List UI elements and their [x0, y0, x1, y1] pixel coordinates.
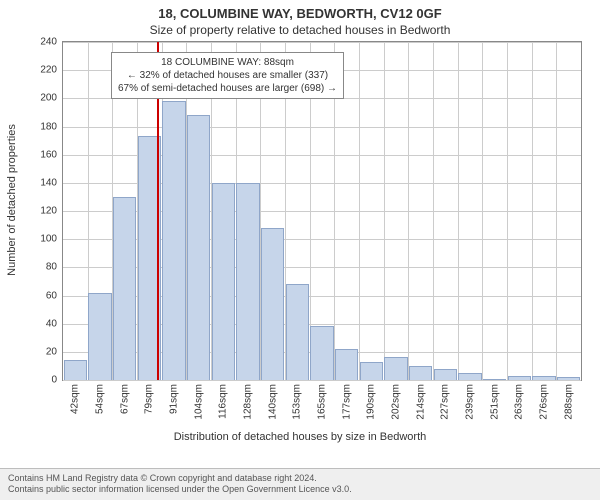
xtick-label: 140sqm: [267, 380, 278, 420]
ytick-label: 40: [46, 318, 63, 329]
info-line-1: 18 COLUMBINE WAY: 88sqm: [118, 56, 337, 69]
footer-attribution: Contains HM Land Registry data © Crown c…: [0, 468, 600, 500]
ytick-label: 180: [40, 121, 63, 132]
ytick-label: 200: [40, 93, 63, 104]
gridline-v: [359, 42, 360, 380]
ytick-label: 120: [40, 206, 63, 217]
gridline-v: [507, 42, 508, 380]
gridline-h: [63, 127, 581, 128]
histogram-bar: [261, 228, 284, 380]
footer-line-2: Contains public sector information licen…: [8, 484, 592, 496]
xtick-label: 165sqm: [317, 380, 328, 420]
chart-title-sub: Size of property relative to detached ho…: [0, 21, 600, 41]
gridline-v: [384, 42, 385, 380]
gridline-v: [556, 42, 557, 380]
ytick-label: 100: [40, 234, 63, 245]
xtick-label: 263sqm: [514, 380, 525, 420]
ytick-label: 240: [40, 37, 63, 48]
info-line-2: ← 32% of detached houses are smaller (33…: [118, 69, 337, 82]
gridline-h: [63, 42, 581, 43]
histogram-bar: [409, 366, 432, 380]
info-line-3: 67% of semi-detached houses are larger (…: [118, 82, 337, 95]
xtick-label: 288sqm: [563, 380, 574, 420]
ytick-label: 140: [40, 177, 63, 188]
xtick-label: 227sqm: [440, 380, 451, 420]
xtick-label: 251sqm: [489, 380, 500, 420]
xtick-label: 202sqm: [391, 380, 402, 420]
xtick-label: 116sqm: [218, 380, 229, 419]
histogram-bar: [113, 197, 136, 380]
chart-info-box: 18 COLUMBINE WAY: 88sqm ← 32% of detache…: [111, 52, 344, 99]
xtick-label: 276sqm: [539, 380, 550, 420]
ytick-label: 220: [40, 65, 63, 76]
xtick-label: 91sqm: [169, 380, 180, 414]
histogram-bar: [187, 115, 210, 380]
xtick-label: 104sqm: [193, 380, 204, 420]
histogram-bar: [434, 369, 457, 380]
histogram-bar: [458, 373, 481, 380]
xtick-label: 177sqm: [341, 380, 352, 420]
xtick-label: 214sqm: [415, 380, 426, 420]
histogram-bar: [64, 360, 87, 380]
xtick-label: 128sqm: [243, 380, 254, 420]
gridline-v: [408, 42, 409, 380]
xtick-label: 67sqm: [119, 380, 130, 414]
chart-title-main: 18, COLUMBINE WAY, BEDWORTH, CV12 0GF: [0, 0, 600, 21]
chart-plot-area: 18 COLUMBINE WAY: 88sqm ← 32% of detache…: [62, 41, 582, 381]
xtick-label: 190sqm: [366, 380, 377, 420]
xtick-label: 79sqm: [144, 380, 155, 414]
histogram-bar: [162, 101, 185, 380]
histogram-bar: [335, 349, 358, 380]
histogram-bar: [310, 326, 333, 380]
histogram-bar: [212, 183, 235, 380]
ytick-label: 60: [46, 290, 63, 301]
histogram-bar: [88, 293, 111, 380]
gridline-v: [482, 42, 483, 380]
ytick-label: 160: [40, 149, 63, 160]
histogram-bar: [384, 357, 407, 380]
footer-line-1: Contains HM Land Registry data © Crown c…: [8, 473, 592, 485]
gridline-v: [458, 42, 459, 380]
xtick-label: 54sqm: [95, 380, 106, 414]
ytick-label: 20: [46, 346, 63, 357]
xtick-label: 153sqm: [292, 380, 303, 420]
ytick-label: 80: [46, 262, 63, 273]
gridline-v: [532, 42, 533, 380]
xtick-label: 239sqm: [465, 380, 476, 420]
xtick-label: 42sqm: [70, 380, 81, 414]
yaxis-title: Number of detached properties: [6, 124, 18, 276]
gridline-v: [433, 42, 434, 380]
ytick-label: 0: [51, 375, 63, 386]
histogram-bar: [286, 284, 309, 380]
histogram-bar: [236, 183, 259, 380]
xaxis-title: Distribution of detached houses by size …: [0, 431, 600, 443]
histogram-bar: [360, 362, 383, 380]
